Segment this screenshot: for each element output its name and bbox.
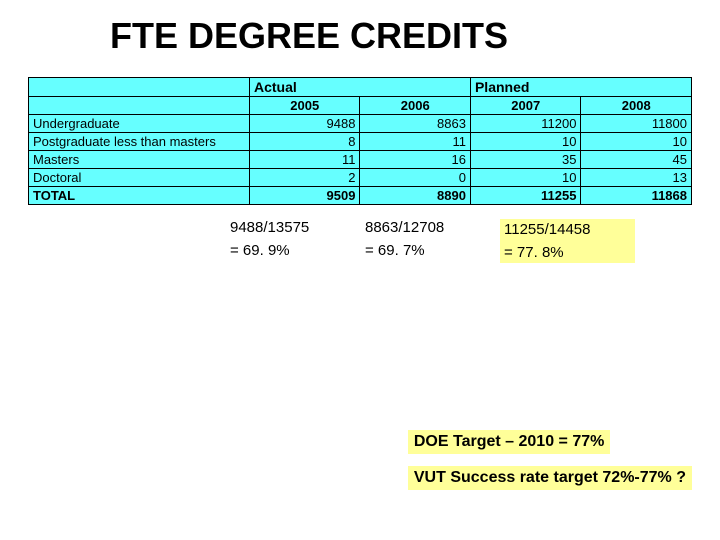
planned-header: Planned (470, 78, 691, 97)
calculation-block: 9488/13575 = 69. 9% 8863/12708 = 69. 7% … (0, 219, 720, 263)
table-row: Undergraduate 9488 8863 11200 11800 (29, 115, 692, 133)
total-row: TOTAL 9509 8890 11255 11868 (29, 187, 692, 205)
vut-target-note: VUT Success rate target 72%-77% ? (408, 466, 692, 490)
calc-ratio: 11255/14458 (504, 221, 631, 238)
cell: 11 (249, 151, 359, 169)
actual-header: Actual (249, 78, 470, 97)
calc-result: = 69. 7% (365, 242, 480, 259)
page-title: FTE DEGREE CREDITS (0, 0, 720, 77)
cell: 9488 (249, 115, 359, 133)
cell: 35 (470, 151, 580, 169)
total-cell: 9509 (249, 187, 359, 205)
year-header-row: 2005 2006 2007 2008 (29, 97, 692, 115)
row-label: Postgraduate less than masters (29, 133, 250, 151)
table-row: Postgraduate less than masters 8 11 10 1… (29, 133, 692, 151)
blank-year-header (29, 97, 250, 115)
cell: 8863 (360, 115, 471, 133)
row-label: Undergraduate (29, 115, 250, 133)
table-row: Masters 11 16 35 45 (29, 151, 692, 169)
table-container: Actual Planned 2005 2006 2007 2008 Under… (0, 77, 720, 205)
cell: 11800 (581, 115, 692, 133)
calc-2007-highlight: 11255/14458 = 77. 8% (500, 219, 635, 263)
group-header-row: Actual Planned (29, 78, 692, 97)
table-row: Doctoral 2 0 10 13 (29, 169, 692, 187)
total-cell: 11255 (470, 187, 580, 205)
cell: 10 (581, 133, 692, 151)
total-cell: 11868 (581, 187, 692, 205)
cell: 11200 (470, 115, 580, 133)
calc-result: = 77. 8% (504, 244, 631, 261)
fte-credits-table: Actual Planned 2005 2006 2007 2008 Under… (28, 77, 692, 205)
cell: 8 (249, 133, 359, 151)
footer-notes: DOE Target – 2010 = 77% VUT Success rate… (408, 430, 692, 490)
calc-2005: 9488/13575 = 69. 9% (230, 219, 345, 263)
year-2008: 2008 (581, 97, 692, 115)
row-label: Masters (29, 151, 250, 169)
total-cell: 8890 (360, 187, 471, 205)
cell: 13 (581, 169, 692, 187)
doe-target-note: DOE Target – 2010 = 77% (408, 430, 610, 454)
total-label: TOTAL (29, 187, 250, 205)
year-2005: 2005 (249, 97, 359, 115)
cell: 10 (470, 133, 580, 151)
cell: 10 (470, 169, 580, 187)
year-2006: 2006 (360, 97, 471, 115)
cell: 0 (360, 169, 471, 187)
calc-ratio: 8863/12708 (365, 219, 480, 236)
calc-result: = 69. 9% (230, 242, 345, 259)
calc-2006: 8863/12708 = 69. 7% (365, 219, 480, 263)
cell: 2 (249, 169, 359, 187)
cell: 45 (581, 151, 692, 169)
calc-ratio: 9488/13575 (230, 219, 345, 236)
row-label: Doctoral (29, 169, 250, 187)
blank-header (29, 78, 250, 97)
cell: 16 (360, 151, 471, 169)
cell: 11 (360, 133, 471, 151)
year-2007: 2007 (470, 97, 580, 115)
